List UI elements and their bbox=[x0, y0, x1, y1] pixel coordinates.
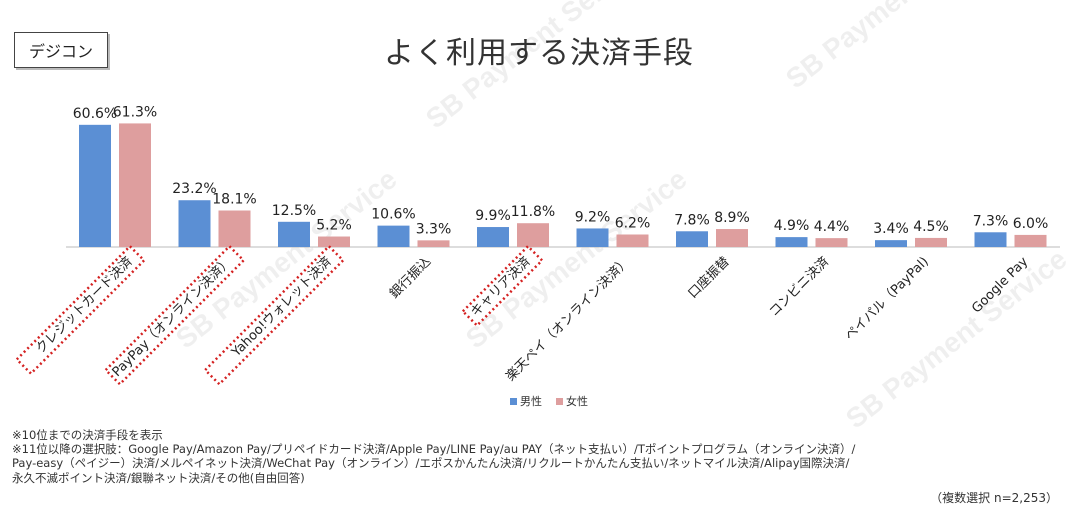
note-line: ※11位以降の選択肢：Google Pay/Amazon Pay/プリペイドカー… bbox=[12, 442, 856, 457]
bar-male bbox=[576, 228, 609, 247]
bar-male bbox=[974, 232, 1007, 247]
bar-female bbox=[616, 234, 649, 247]
bar-female bbox=[517, 223, 549, 247]
data-label-female: 18.1% bbox=[212, 192, 256, 208]
bar-female bbox=[815, 238, 848, 247]
data-label-male: 9.9% bbox=[475, 208, 511, 224]
data-label-male: 7.8% bbox=[674, 212, 710, 228]
data-label-male: 23.2% bbox=[172, 181, 216, 197]
bar-male bbox=[79, 124, 111, 247]
legend-item-male: 男性 bbox=[510, 393, 542, 409]
sample-size-note: （複数選択 n=2,253） bbox=[930, 491, 1058, 505]
category-label: Yahoo!ウォレット決済 bbox=[228, 254, 335, 361]
note-line: 永久不滅ポイント決済/銀聯ネット決済/その他(自由回答) bbox=[12, 470, 305, 485]
bar-female bbox=[218, 210, 251, 247]
data-label-female: 8.9% bbox=[714, 210, 750, 226]
brand-label: デジコン bbox=[14, 32, 108, 68]
note-line: ※10位までの決済手段を表示 bbox=[12, 428, 163, 442]
bar-male bbox=[875, 240, 907, 247]
category-label: Google Pay bbox=[969, 254, 1031, 316]
data-label-female: 6.0% bbox=[1013, 216, 1049, 232]
bar-male bbox=[377, 225, 410, 247]
legend-label-male: 男性 bbox=[520, 395, 542, 408]
bar-female bbox=[915, 237, 947, 247]
bar-female bbox=[318, 236, 350, 247]
legend-item-female: 女性 bbox=[556, 393, 588, 409]
data-label-male: 9.2% bbox=[575, 209, 611, 225]
data-label-male: 60.6% bbox=[73, 106, 117, 122]
data-label-female: 61.3% bbox=[113, 104, 157, 120]
bar-female bbox=[716, 229, 748, 247]
legend: 男性 女性 bbox=[510, 393, 588, 409]
bar-male bbox=[178, 200, 211, 247]
data-label-male: 4.9% bbox=[774, 218, 810, 234]
bar-male bbox=[477, 227, 509, 247]
data-label-male: 10.6% bbox=[371, 207, 415, 223]
legend-label-female: 女性 bbox=[566, 395, 588, 408]
data-label-female: 6.2% bbox=[615, 216, 651, 232]
category-label: 口座振替 bbox=[685, 254, 732, 301]
data-label-male: 7.3% bbox=[973, 213, 1009, 229]
data-label-female: 4.5% bbox=[913, 219, 949, 235]
bar-male bbox=[278, 221, 310, 247]
legend-swatch-male bbox=[510, 397, 517, 405]
bar-male bbox=[775, 237, 808, 247]
legend-swatch-female bbox=[556, 397, 563, 405]
data-label-female: 4.4% bbox=[814, 219, 850, 235]
data-label-female: 5.2% bbox=[316, 218, 352, 234]
data-label-male: 3.4% bbox=[873, 221, 909, 237]
category-label: ペイパル（PayPal) bbox=[842, 254, 931, 343]
category-label: クレジットカード決済 bbox=[33, 254, 136, 357]
bar-female bbox=[417, 240, 450, 247]
note-line: Pay-easy（ペイジー）決済/メルペイネット決済/WeChat Pay（オン… bbox=[12, 456, 850, 471]
bar-male bbox=[676, 231, 708, 247]
category-label: キャリア決済 bbox=[467, 254, 533, 320]
data-label-female: 11.8% bbox=[511, 204, 555, 220]
bar-female bbox=[119, 123, 151, 247]
category-label: 銀行振込 bbox=[387, 254, 434, 301]
data-label-male: 12.5% bbox=[272, 203, 316, 219]
category-label: コンビニ決済 bbox=[766, 254, 832, 320]
chart-title: よく利用する決済手段 bbox=[384, 36, 694, 71]
bar-female bbox=[1014, 234, 1047, 247]
highlight-box bbox=[461, 244, 544, 328]
data-label-female: 3.3% bbox=[416, 221, 452, 237]
notes: ※10位までの決済手段を表示 ※11位以降の選択肢：Google Pay/Ama… bbox=[12, 428, 1012, 485]
